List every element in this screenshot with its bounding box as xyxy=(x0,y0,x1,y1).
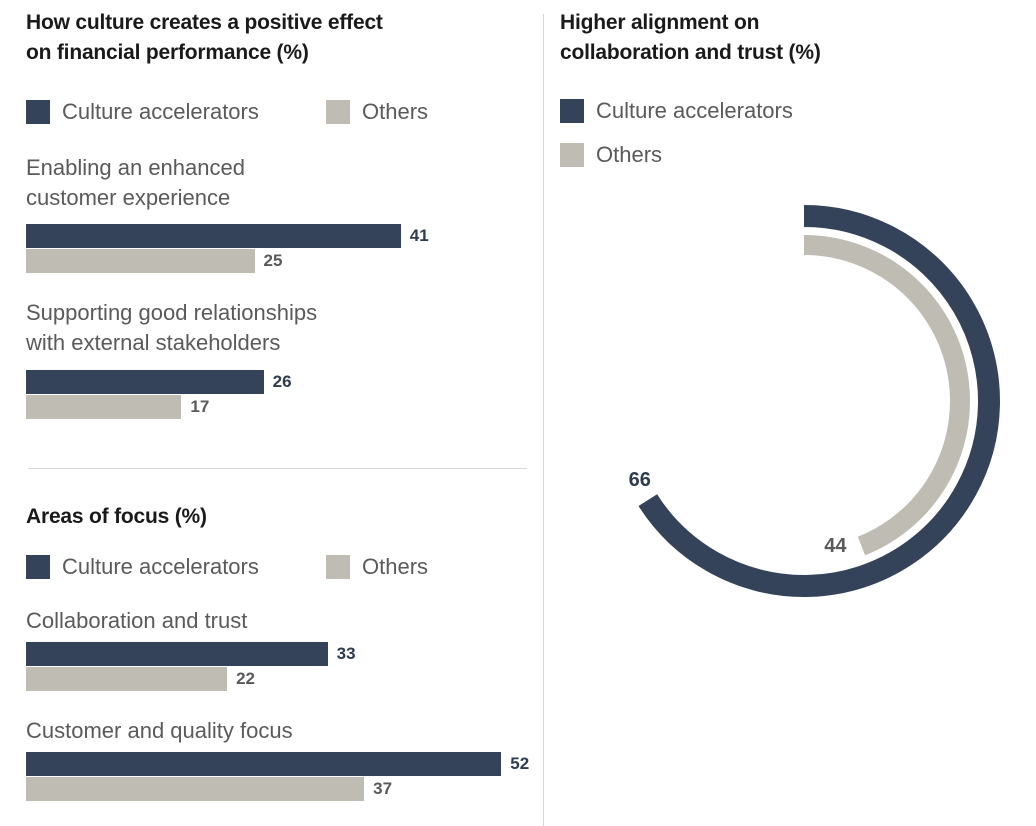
radial-bar-chart: 66 44 xyxy=(629,205,1000,597)
legend-label: Culture accelerators xyxy=(62,554,259,579)
category-label-line: Collaboration and trust xyxy=(26,608,248,633)
bar-others xyxy=(26,777,365,801)
bar-culture-accelerators xyxy=(26,752,502,776)
arc-others xyxy=(803,235,971,556)
chart3-title-line: collaboration and trust (%) xyxy=(560,41,821,64)
chart1-title-line: on financial performance (%) xyxy=(26,41,309,64)
chart2-title: Areas of focus (%) xyxy=(26,502,207,532)
legend-swatch-culture-accelerators xyxy=(26,555,50,579)
bar-culture-accelerators xyxy=(26,370,264,394)
bar-others xyxy=(26,667,228,691)
chart1-legend-culture-accelerators: Culture accelerators xyxy=(26,99,259,125)
horizontal-divider xyxy=(28,468,527,469)
bar-value-label: 26 xyxy=(272,372,292,391)
legend-label: Others xyxy=(362,554,429,579)
bar-culture-accelerators xyxy=(26,224,401,248)
legend-swatch-culture-accelerators xyxy=(560,99,584,123)
bar-others xyxy=(26,249,255,273)
chart3-legend-culture-accelerators: Culture accelerators xyxy=(560,98,793,124)
category-label-line: Supporting good relationships xyxy=(26,300,318,325)
chart1-title-line: How culture creates a positive effect xyxy=(26,11,383,34)
category-label-line: Customer and quality focus xyxy=(26,718,293,743)
category-label-line: customer experience xyxy=(26,185,231,210)
bar-value-label: 25 xyxy=(263,251,283,270)
chart2-legend-culture-accelerators: Culture accelerators xyxy=(26,554,259,580)
chart3-title-line: Higher alignment on xyxy=(560,11,760,34)
legend-label: Culture accelerators xyxy=(62,99,259,124)
chart3-title: Higher alignment on collaboration and tr… xyxy=(560,8,821,68)
vertical-divider xyxy=(543,14,544,826)
category-label-line: Enabling an enhanced xyxy=(26,155,245,180)
chart1-category-label: Enabling an enhanced customer experience xyxy=(26,153,245,213)
legend-swatch-others xyxy=(326,555,350,579)
bar-value-label: 33 xyxy=(336,644,356,663)
chart2-category-label: Collaboration and trust xyxy=(26,606,247,636)
bar-value-label: 17 xyxy=(190,397,210,416)
legend-swatch-others xyxy=(560,143,584,167)
legend-label: Others xyxy=(362,99,429,124)
chart2-category-label: Customer and quality focus xyxy=(26,716,293,746)
category-label-line: with external stakeholders xyxy=(26,330,281,355)
bar-others xyxy=(26,395,182,419)
arc-culture-accelerators xyxy=(638,205,1000,597)
bar-value-label: 37 xyxy=(373,779,393,798)
chart1-legend-others: Others xyxy=(326,99,428,125)
legend-label: Culture accelerators xyxy=(596,98,793,123)
legend-swatch-others xyxy=(326,100,350,124)
arc-value-label-culture-accelerators: 66 xyxy=(629,469,651,491)
legend-label: Others xyxy=(596,142,663,167)
legend-swatch-culture-accelerators xyxy=(26,100,50,124)
bar-value-label: 22 xyxy=(236,669,255,688)
chart2-legend-others: Others xyxy=(326,554,428,580)
chart1-title: How culture creates a positive effect on… xyxy=(26,8,383,68)
bar-culture-accelerators xyxy=(26,642,328,666)
bar-value-label: 41 xyxy=(409,226,429,245)
bar-value-label: 52 xyxy=(510,754,530,773)
chart1-category-label: Supporting good relationships with exter… xyxy=(26,298,317,358)
arc-value-label-others: 44 xyxy=(824,535,847,557)
chart3-legend-others: Others xyxy=(560,142,662,168)
chart2-title-line: Areas of focus (%) xyxy=(26,505,207,528)
